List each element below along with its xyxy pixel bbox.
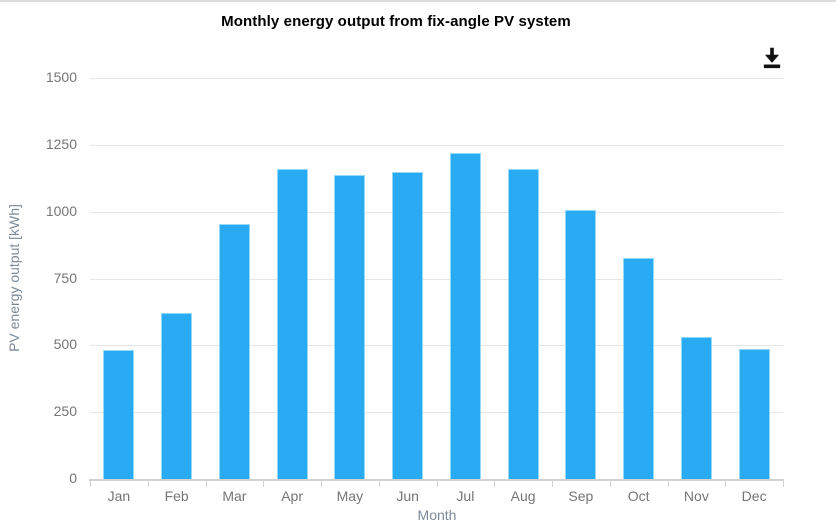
- bar-jun[interactable]: [392, 171, 424, 479]
- x-tick-label-jun: Jun: [396, 488, 419, 504]
- x-axis-tick-mark: [436, 481, 438, 487]
- gridline-1000: [90, 211, 783, 213]
- y-tick-label-750: 750: [53, 269, 77, 286]
- gridline-1250: [90, 144, 783, 146]
- x-axis-tick-mark: [263, 481, 265, 487]
- bar-slot-may: [321, 78, 379, 479]
- x-tick-label-jul: Jul: [456, 488, 475, 504]
- x-tick-label-apr: Apr: [281, 488, 304, 504]
- x-axis-title: Month: [417, 507, 457, 523]
- bar-slot-aug: [494, 78, 552, 479]
- x-tick-label-aug: Aug: [510, 488, 536, 504]
- y-tick-label-1000: 1000: [45, 202, 77, 219]
- x-axis-tick-mark: [147, 481, 149, 487]
- bar-slot-nov: [668, 78, 726, 479]
- download-button[interactable]: [757, 43, 789, 73]
- plot-area: [90, 78, 783, 479]
- x-axis-tick-mark: [725, 481, 727, 487]
- x-axis-tick-mark: [609, 481, 611, 487]
- y-tick-label-500: 500: [53, 336, 77, 353]
- x-axis-tick-mark: [783, 481, 784, 487]
- bar-mar[interactable]: [218, 223, 250, 479]
- bar-dec[interactable]: [738, 348, 770, 479]
- x-axis-tick-mark: [90, 481, 91, 487]
- y-tick-label-0: 0: [69, 470, 77, 486]
- x-tick-label-nov: Nov: [683, 488, 709, 504]
- bar-slot-oct: [610, 78, 668, 479]
- y-tick-label-1250: 1250: [45, 135, 77, 152]
- y-tick-label-1500: 1500: [45, 69, 77, 85]
- x-axis-tick-mark: [552, 481, 553, 487]
- bars: [90, 78, 783, 479]
- x-axis-tick-mark: [378, 481, 380, 487]
- chart-title: Monthly energy output from fix-angle PV …: [221, 13, 571, 30]
- bar-may[interactable]: [334, 174, 366, 479]
- x-axis-tick-mark: [205, 481, 207, 487]
- x-axis-labels: Jan Feb Mar Apr May Jun Jul Aug Sep Oct Nov Dec: [90, 488, 783, 504]
- x-tick-label-dec: Dec: [741, 488, 767, 504]
- bar-slot-feb: [148, 78, 206, 479]
- gridline-750: [90, 278, 783, 280]
- x-tick-label-mar: Mar: [222, 488, 247, 504]
- bar-aug[interactable]: [507, 168, 539, 479]
- bar-slot-jun: [379, 78, 437, 479]
- x-tick-label-feb: Feb: [164, 488, 189, 504]
- bar-feb[interactable]: [161, 312, 193, 479]
- bar-sep[interactable]: [565, 210, 597, 479]
- x-axis-tick-mark: [667, 481, 669, 487]
- x-axis-tick-mark: [494, 481, 496, 487]
- bar-nov[interactable]: [680, 336, 712, 479]
- x-tick-label-sep: Sep: [568, 488, 594, 504]
- x-tick-label-may: May: [336, 488, 364, 504]
- x-tick-label-oct: Oct: [627, 488, 650, 504]
- bar-slot-jan: [90, 78, 148, 479]
- bar-jan[interactable]: [103, 350, 135, 479]
- top-border: [0, 0, 836, 2]
- bar-slot-jul: [437, 78, 495, 479]
- x-axis-line: [89, 479, 784, 481]
- x-axis-ticks: [90, 481, 784, 487]
- x-axis-tick-mark: [321, 481, 322, 487]
- bar-apr[interactable]: [276, 168, 308, 479]
- bar-jul[interactable]: [449, 152, 481, 479]
- bar-slot-apr: [263, 78, 321, 479]
- gridline-500: [90, 345, 783, 347]
- gridline-250: [90, 412, 783, 414]
- x-tick-label-jan: Jan: [107, 488, 131, 504]
- y-axis-tick-labels: 0 250 500 750 1000 1250 1500: [0, 70, 78, 485]
- download-icon: [763, 47, 781, 69]
- bar-slot-dec: [725, 78, 783, 479]
- bar-oct[interactable]: [623, 258, 655, 479]
- y-tick-label-250: 250: [53, 403, 77, 420]
- gridline-1500: [90, 78, 783, 79]
- bar-slot-sep: [552, 78, 610, 479]
- bar-slot-mar: [206, 78, 264, 479]
